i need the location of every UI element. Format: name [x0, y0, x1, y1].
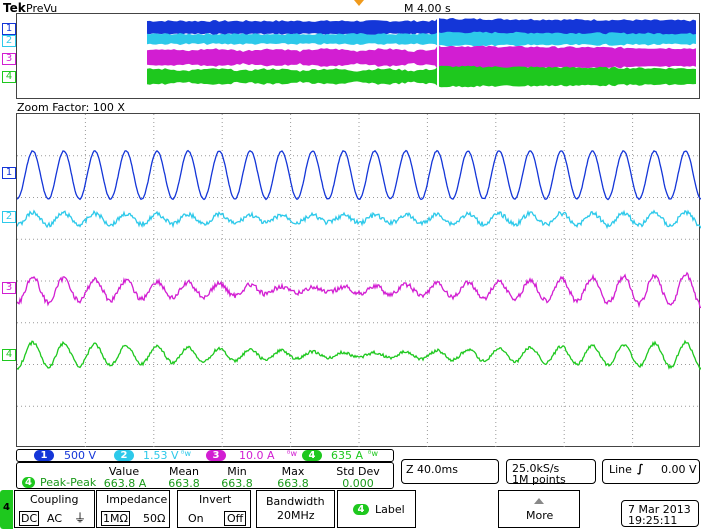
trigger-level: 0.00 V	[661, 463, 697, 476]
ch1-waveform	[17, 149, 701, 201]
ch1-ground-marker[interactable]: 1	[2, 167, 16, 179]
invert-off-option[interactable]: Off	[224, 511, 247, 526]
trigger-position-icon	[354, 0, 364, 6]
bandwidth-menu[interactable]: Bandwidth 20MHz	[256, 490, 335, 528]
coupling-menu[interactable]: Coupling DC AC ⏚	[14, 490, 95, 528]
ch2-scale: 1.53 V	[143, 449, 179, 462]
measure-header-mean: Mean	[169, 465, 199, 478]
label-menu[interactable]: 4 Label	[337, 490, 416, 528]
ch3-bw-limit-icon: ᴮw	[287, 449, 297, 458]
measure-channel-badge: 4	[22, 477, 35, 488]
channel-scale-bar	[16, 449, 394, 462]
ch4-bw-limit-icon: ᴮw	[368, 449, 378, 458]
measure-header-stddev: Std Dev	[336, 465, 380, 478]
measure-header-min: Min	[227, 465, 247, 478]
overview-record[interactable]	[16, 13, 700, 99]
ch3-ground-marker[interactable]: 3	[2, 282, 16, 294]
impedance-menu[interactable]: Impedance 1MΩ 50Ω	[96, 490, 170, 528]
timebase-readout: M 4.00 s	[404, 2, 451, 15]
menu-channel-tab: 4	[0, 490, 13, 529]
coupling-dc-option[interactable]: DC	[19, 511, 40, 526]
measure-name: Peak-Peak	[40, 476, 97, 489]
ch1-badge[interactable]: 1	[34, 450, 54, 461]
overview-band-ch1	[147, 18, 696, 37]
sample-rate-readout: 25.0kS/s 1M points	[506, 459, 596, 486]
more-button: More	[526, 509, 554, 522]
bandwidth-value: 20MHz	[277, 509, 315, 522]
measure-min: 663.8	[221, 477, 253, 490]
zoom-time-readout: Z 40.0ms	[401, 459, 499, 484]
overview-ch2-marker: 2	[2, 35, 16, 47]
coupling-ac-option[interactable]: AC	[47, 512, 63, 525]
ch2-bw-limit-icon: ᴮw	[181, 449, 191, 458]
overview-ch3-marker: 3	[2, 53, 16, 65]
date-value: 7 Mar 2013	[628, 503, 691, 516]
ch3-badge[interactable]: 3	[206, 450, 226, 461]
ch4-ground-marker[interactable]: 4	[2, 349, 16, 361]
overview-ch4-marker: 4	[2, 71, 16, 83]
invert-menu[interactable]: Invert On Off	[177, 490, 251, 528]
ground-icon[interactable]: ⏚	[74, 511, 87, 525]
measure-max: 663.8	[277, 477, 309, 490]
ch4-waveform	[17, 339, 701, 371]
measure-stddev: 0.000	[342, 477, 374, 490]
ch4-badge[interactable]: 4	[302, 450, 322, 461]
ch2-waveform	[17, 209, 701, 230]
label-button: Label	[375, 503, 405, 516]
zoom-time-value: Z 40.0ms	[406, 463, 458, 476]
measure-header-value: Value	[108, 465, 140, 478]
measure-value: 663.8 A	[103, 477, 147, 490]
acquisition-mode: PreVu	[26, 2, 58, 15]
impedance-50-option[interactable]: 50Ω	[143, 512, 166, 525]
coupling-title: Coupling	[30, 493, 79, 506]
overview-band-ch2	[147, 31, 696, 47]
label-channel-badge: 4	[353, 504, 369, 515]
ch2-ground-marker[interactable]: 2	[2, 211, 16, 223]
impedance-title: Impedance	[106, 493, 168, 506]
trigger-readout: Line ∫ 0.00 V	[602, 459, 700, 484]
record-length-value: 1M points	[512, 473, 566, 486]
ch4-scale: 635 A	[331, 449, 364, 462]
more-arrow-icon	[534, 498, 544, 504]
zoom-factor-label: Zoom Factor: 100 X	[17, 101, 125, 114]
overview-band-ch4	[147, 65, 696, 88]
overview-band-ch3	[147, 45, 696, 70]
overview-ch1-marker: 1	[2, 23, 16, 35]
ch1-scale: 500 V	[64, 449, 97, 462]
bandwidth-title: Bandwidth	[266, 495, 325, 508]
main-waveform-svg	[17, 114, 701, 448]
invert-on-option[interactable]: On	[188, 512, 204, 525]
rising-edge-icon: ∫	[637, 462, 644, 475]
more-menu[interactable]: More	[498, 490, 580, 528]
time-value: 19:25:11	[628, 514, 678, 527]
overview-svg	[147, 16, 696, 98]
impedance-1m-option[interactable]: 1MΩ	[101, 511, 130, 526]
ch3-scale: 10.0 A	[239, 449, 275, 462]
measurement-table	[16, 462, 394, 489]
datetime-readout: 7 Mar 2013 19:25:11	[621, 500, 699, 527]
measure-mean: 663.8	[168, 477, 200, 490]
brand-logo: Tek	[3, 1, 26, 15]
ch2-badge[interactable]: 2	[114, 450, 134, 461]
trigger-source: Line	[609, 463, 632, 476]
ch3-waveform	[17, 271, 701, 309]
sample-rate-value: 25.0kS/s	[512, 462, 560, 475]
invert-title: Invert	[199, 493, 232, 506]
measure-header-max: Max	[281, 465, 305, 478]
zoom-graticule[interactable]	[16, 113, 701, 448]
